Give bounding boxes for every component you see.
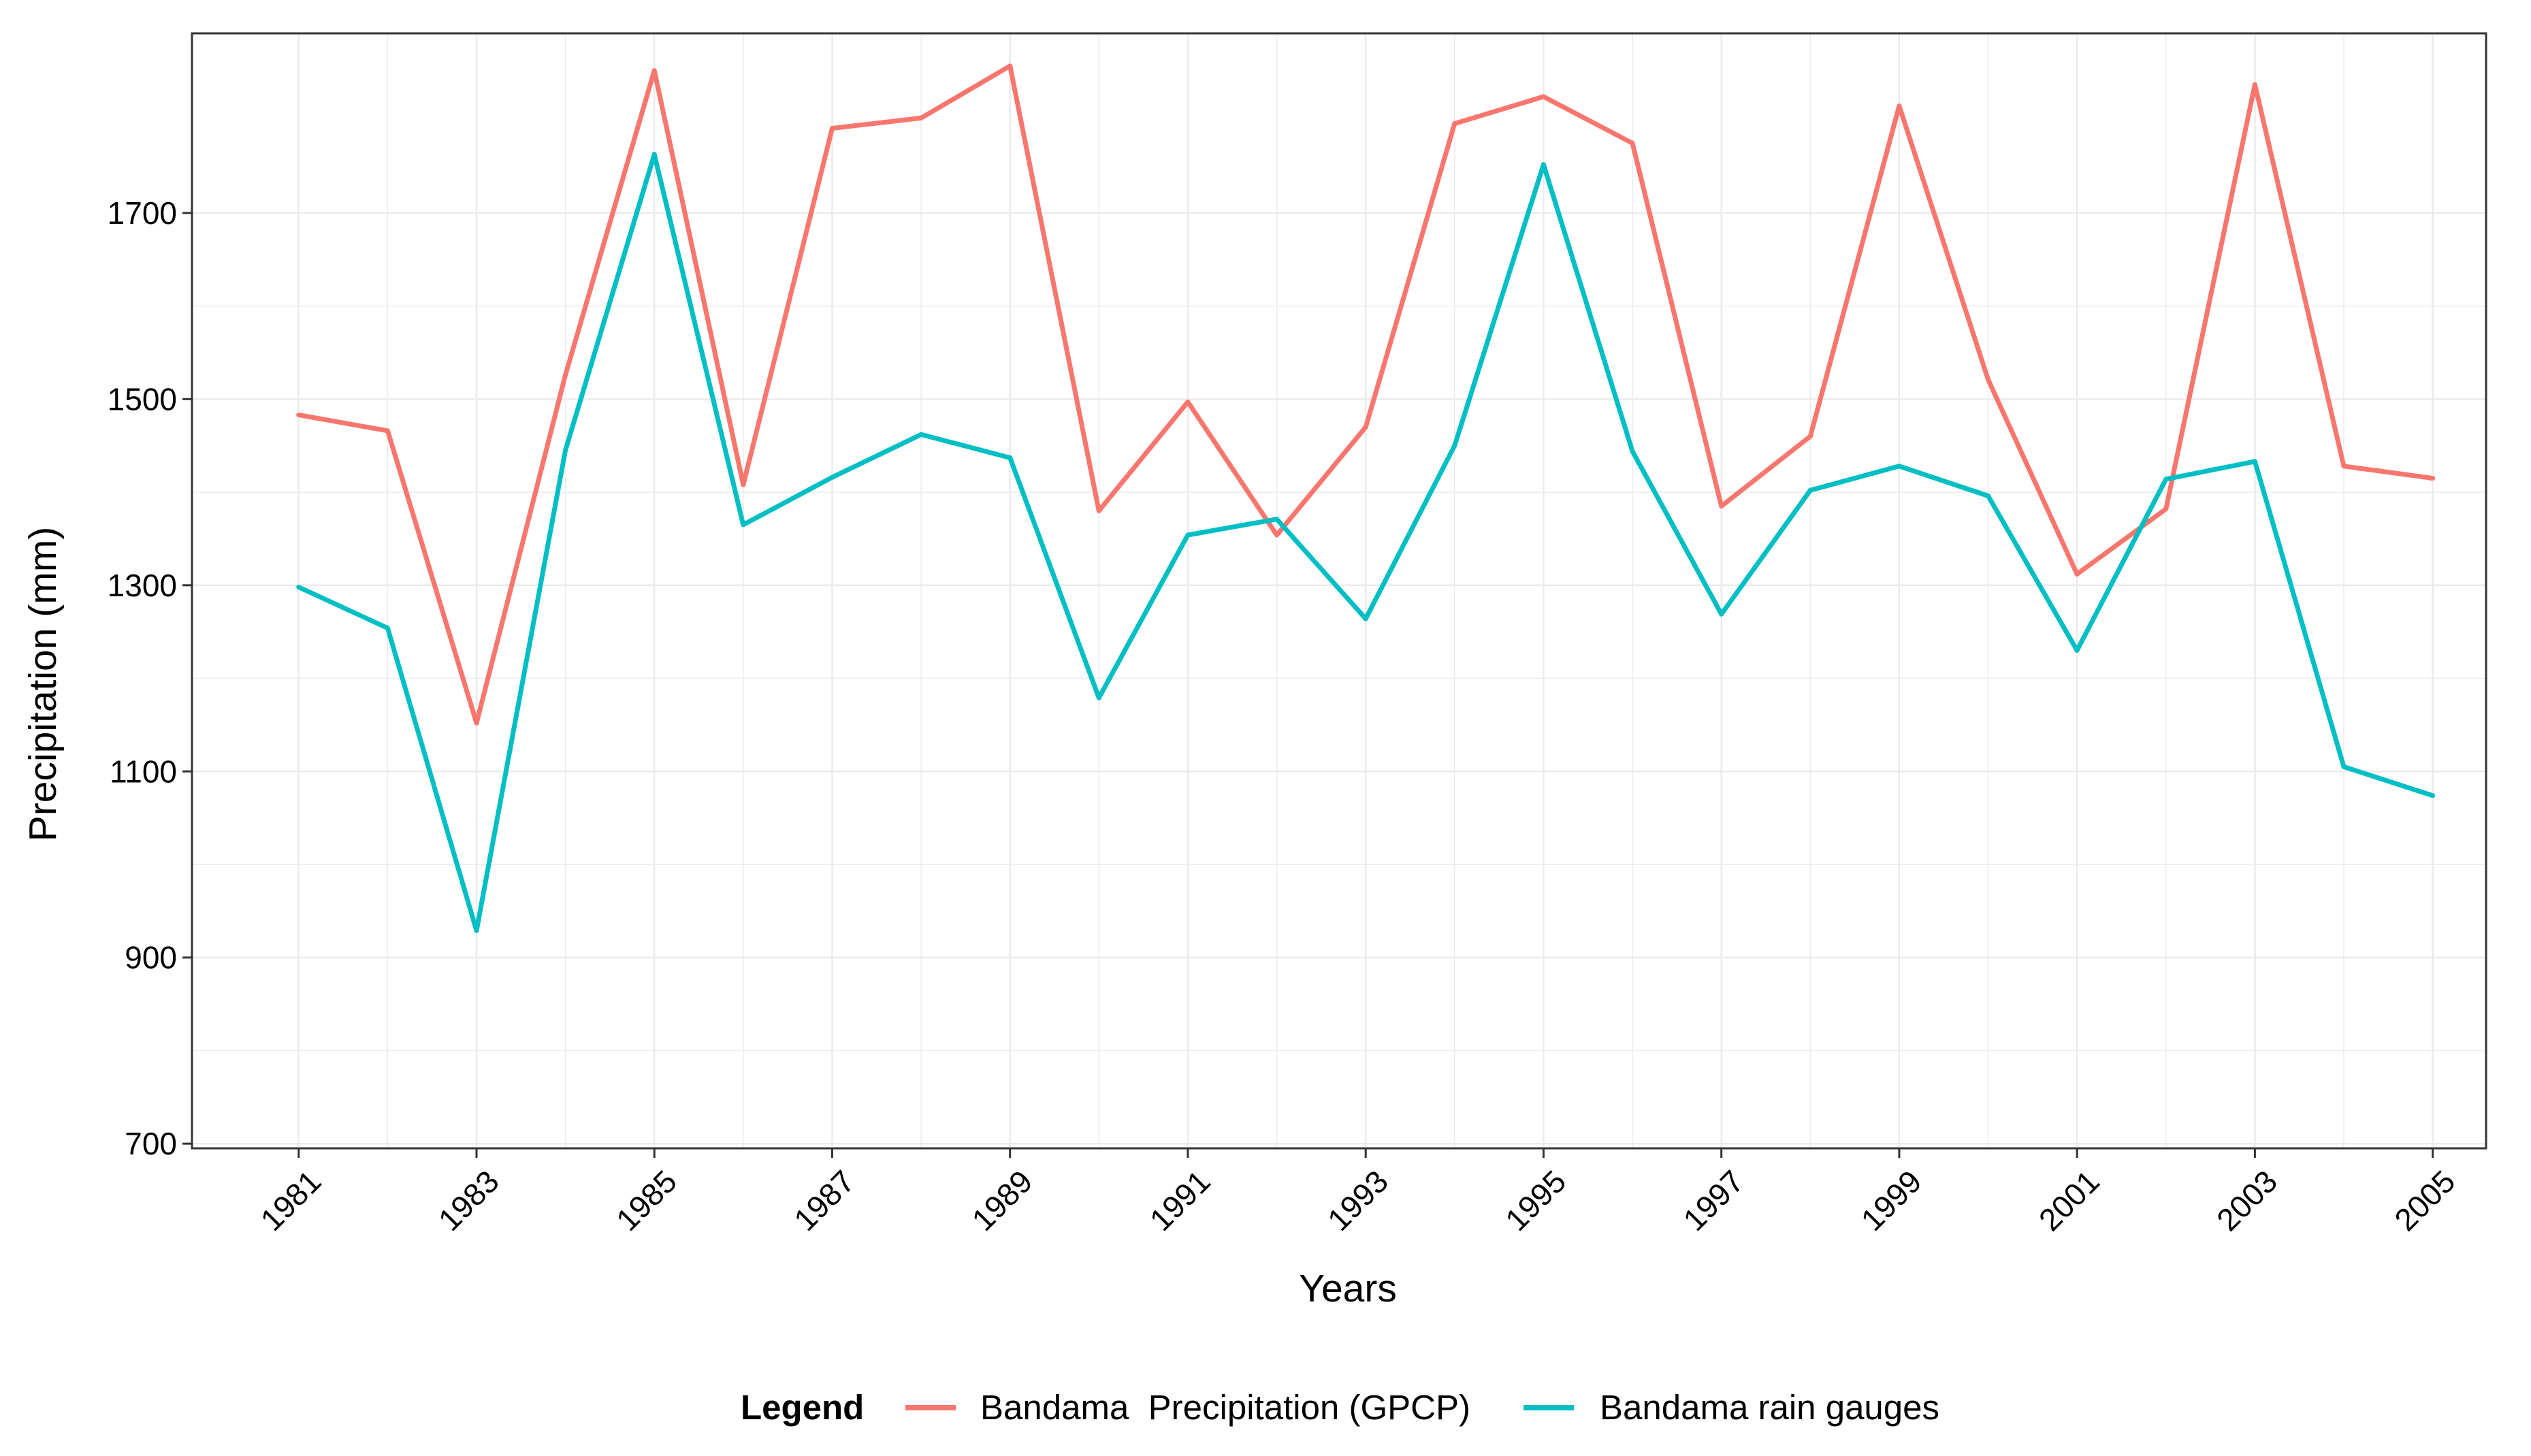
data-point-0 xyxy=(741,482,746,487)
y-tick-label: 1100 xyxy=(110,754,177,789)
data-point-0 xyxy=(2341,464,2347,469)
data-point-1 xyxy=(1986,494,1991,499)
data-point-0 xyxy=(474,720,479,726)
data-point-1 xyxy=(1363,616,1368,621)
legend-label-0: Bandama Precipitation (GPCP) xyxy=(980,1388,1470,1427)
data-point-0 xyxy=(1007,63,1013,69)
y-tick-label: 1300 xyxy=(108,568,177,603)
data-point-0 xyxy=(651,68,657,74)
data-point-1 xyxy=(2074,648,2080,653)
data-point-0 xyxy=(2252,82,2257,87)
data-point-1 xyxy=(918,432,924,437)
data-point-1 xyxy=(2163,476,2169,482)
legend: Legend Bandama Precipitation (GPCP) Banda… xyxy=(741,1388,1939,1427)
data-point-0 xyxy=(1897,103,1902,109)
data-point-0 xyxy=(2163,506,2169,512)
data-point-0 xyxy=(1096,508,1101,513)
data-point-0 xyxy=(1630,140,1635,146)
data-point-0 xyxy=(1185,399,1191,404)
data-point-0 xyxy=(296,412,302,418)
data-point-1 xyxy=(1274,517,1280,522)
y-axis-title: Precipitation (mm) xyxy=(21,527,65,841)
data-point-1 xyxy=(651,152,657,157)
plot-panel-border xyxy=(191,32,2487,1150)
data-point-1 xyxy=(829,474,835,480)
data-point-1 xyxy=(385,626,390,631)
data-point-0 xyxy=(1807,434,1813,439)
data-point-0 xyxy=(1452,121,1457,127)
data-point-0 xyxy=(563,372,568,378)
data-point-1 xyxy=(474,928,479,933)
data-point-1 xyxy=(1185,532,1191,538)
data-point-1 xyxy=(296,585,302,590)
data-point-1 xyxy=(2252,459,2257,464)
y-tick-label: 1500 xyxy=(108,381,177,417)
legend-label-1: Bandama rain gauges xyxy=(1600,1388,1939,1427)
y-tick-label: 700 xyxy=(125,1126,177,1161)
data-point-0 xyxy=(1274,532,1280,538)
data-point-1 xyxy=(2430,793,2436,798)
data-point-1 xyxy=(1007,455,1013,460)
legend-title: Legend xyxy=(741,1388,864,1427)
series-lines xyxy=(296,63,2436,933)
y-tick-label: 1700 xyxy=(108,195,177,231)
data-point-1 xyxy=(563,448,568,453)
data-point-1 xyxy=(1452,443,1457,449)
data-point-0 xyxy=(385,428,390,434)
data-point-1 xyxy=(1096,695,1101,700)
data-point-1 xyxy=(1807,487,1813,493)
data-point-0 xyxy=(1719,504,1724,509)
y-tick-label: 900 xyxy=(125,940,177,975)
data-point-0 xyxy=(1541,94,1546,99)
data-point-0 xyxy=(1363,424,1368,430)
data-point-1 xyxy=(1541,162,1546,167)
data-point-1 xyxy=(2341,764,2347,769)
data-point-0 xyxy=(2074,571,2080,577)
data-point-0 xyxy=(2430,476,2436,481)
data-point-0 xyxy=(1986,377,1991,383)
data-point-1 xyxy=(741,522,746,528)
data-point-1 xyxy=(1897,464,1902,469)
data-point-1 xyxy=(1719,611,1724,617)
x-axis-title: Years xyxy=(1299,1267,1397,1310)
data-point-1 xyxy=(1630,449,1635,454)
grid-lines xyxy=(192,33,2486,1148)
data-point-0 xyxy=(829,125,835,131)
data-point-0 xyxy=(918,115,924,120)
y-axis: 700 900 1100 1300 1500 1700 xyxy=(108,195,192,1161)
legend-items: Bandama Precipitation (GPCP) Bandama rain… xyxy=(905,1388,1939,1427)
